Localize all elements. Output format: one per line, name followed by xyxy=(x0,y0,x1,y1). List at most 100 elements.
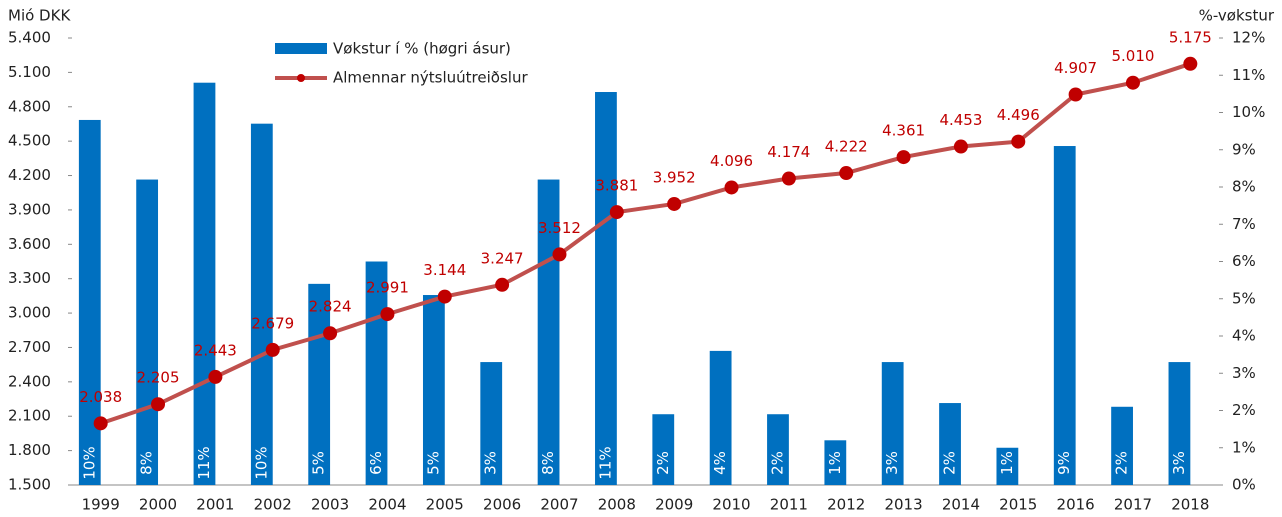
line-label: 2.038 xyxy=(79,388,122,406)
line-marker xyxy=(265,342,280,357)
bar-label: 1% xyxy=(998,451,1016,475)
legend-swatch-bar xyxy=(275,43,327,54)
bar-label: 3% xyxy=(1170,451,1188,475)
line-label: 4.361 xyxy=(882,122,925,140)
line-label: 4.222 xyxy=(825,138,868,156)
line-marker xyxy=(495,277,510,292)
line xyxy=(100,61,1191,426)
y2-tick-label: 4% xyxy=(1232,327,1256,345)
legend-label: Vøkstur í % (høgri ásur) xyxy=(333,40,511,58)
line-label: 2.443 xyxy=(194,341,237,359)
line-marker xyxy=(437,289,452,304)
x-tick-label: 2016 xyxy=(1057,496,1095,514)
y-tick-label: 3.300 xyxy=(8,269,51,287)
line-label: 3.247 xyxy=(481,249,524,267)
bar-label: 8% xyxy=(138,451,156,475)
line-marker xyxy=(781,171,796,186)
line-label: 2.991 xyxy=(366,279,409,297)
y2-tick-label: 0% xyxy=(1232,476,1256,494)
x-tick-label: 2018 xyxy=(1171,496,1209,514)
bar-label: 2% xyxy=(768,451,786,475)
x-tick-label: 2009 xyxy=(655,496,693,514)
y-tick-label: 4.500 xyxy=(8,132,51,150)
line-label: 4.096 xyxy=(710,152,753,170)
x-tick-label: 2015 xyxy=(999,496,1037,514)
y2-tick-label: 2% xyxy=(1232,401,1256,419)
line-label: 3.881 xyxy=(595,177,638,195)
y-tick-label: 2.100 xyxy=(8,407,51,425)
y-tick-label: 5.100 xyxy=(8,63,51,81)
bar-label: 10% xyxy=(80,446,98,479)
line-label: 4.453 xyxy=(939,111,982,129)
legend-label: Almennar nýtsluútreiðslur xyxy=(333,69,528,87)
y-axis-label: Mió DKK xyxy=(8,7,71,25)
line-marker xyxy=(896,150,911,165)
line-marker xyxy=(667,196,682,211)
x-tick-label: 2004 xyxy=(368,496,406,514)
y2-tick-label: 7% xyxy=(1232,215,1256,233)
bar xyxy=(881,362,904,485)
y-tick-label: 2.400 xyxy=(8,372,51,390)
x-tick-label: 2010 xyxy=(712,496,750,514)
bar xyxy=(939,403,961,485)
y-tick-label: 1.500 xyxy=(8,476,51,494)
x-tick-label: 2008 xyxy=(598,496,636,514)
line-label: 2.824 xyxy=(309,298,352,316)
line-marker xyxy=(380,307,395,322)
y-tick-label: 5.400 xyxy=(8,29,51,47)
bar-label: 2% xyxy=(654,451,672,475)
line-label: 3.952 xyxy=(653,168,696,186)
bar-label: 3% xyxy=(482,451,500,475)
y-tick-label: 3.600 xyxy=(8,235,51,253)
line-label: 2.205 xyxy=(137,369,180,387)
y-tick-label: 1.800 xyxy=(8,441,51,459)
y2-tick-label: 9% xyxy=(1232,140,1256,158)
y-tick-label: 3.900 xyxy=(8,200,51,218)
x-tick-label: 2007 xyxy=(540,496,578,514)
x-tick-label: 2006 xyxy=(483,496,521,514)
y2-tick-label: 8% xyxy=(1232,178,1256,196)
bar-label: 10% xyxy=(252,446,270,479)
line-marker xyxy=(1125,75,1140,90)
line-marker xyxy=(1183,56,1198,71)
bar xyxy=(193,82,216,485)
y-tick-label: 2.700 xyxy=(8,338,51,356)
y2-axis-label: %-vøkstur xyxy=(1199,7,1275,25)
x-tick-label: 1999 xyxy=(82,496,120,514)
line-label: 5.175 xyxy=(1169,28,1212,46)
bar xyxy=(709,350,732,485)
bar xyxy=(422,295,445,485)
x-tick-label: 2002 xyxy=(254,496,292,514)
y2-tick-label: 3% xyxy=(1232,364,1256,382)
bar xyxy=(767,414,789,485)
bar-label: 11% xyxy=(195,446,213,479)
bar xyxy=(1168,362,1191,485)
x-tick-label: 2005 xyxy=(426,496,464,514)
y-tick-label: 4.800 xyxy=(8,97,51,115)
bar-label: 3% xyxy=(883,451,901,475)
line-label: 4.907 xyxy=(1054,59,1097,77)
y-tick-label: 4.200 xyxy=(8,166,51,184)
y2-tick-label: 12% xyxy=(1232,29,1265,47)
bar xyxy=(78,119,101,485)
bar xyxy=(996,447,1019,485)
x-tick-label: 2000 xyxy=(139,496,177,514)
line-marker xyxy=(609,205,624,220)
line-label: 5.010 xyxy=(1111,47,1154,65)
bar-label: 6% xyxy=(367,451,385,475)
line-label: 4.496 xyxy=(997,106,1040,124)
bar-label: 5% xyxy=(424,451,442,475)
line-marker xyxy=(93,416,108,431)
x-tick-label: 2012 xyxy=(827,496,865,514)
bar xyxy=(136,179,159,486)
y-tick-label: 3.000 xyxy=(8,304,51,322)
x-tick-label: 2014 xyxy=(942,496,980,514)
line-marker xyxy=(1068,87,1083,102)
bar-label: 8% xyxy=(539,451,557,475)
bar xyxy=(480,362,503,485)
line-marker xyxy=(839,166,854,181)
bar-label: 2% xyxy=(941,451,959,475)
bar-label: 9% xyxy=(1055,451,1073,475)
x-tick-label: 2013 xyxy=(884,496,922,514)
bar xyxy=(824,440,847,485)
